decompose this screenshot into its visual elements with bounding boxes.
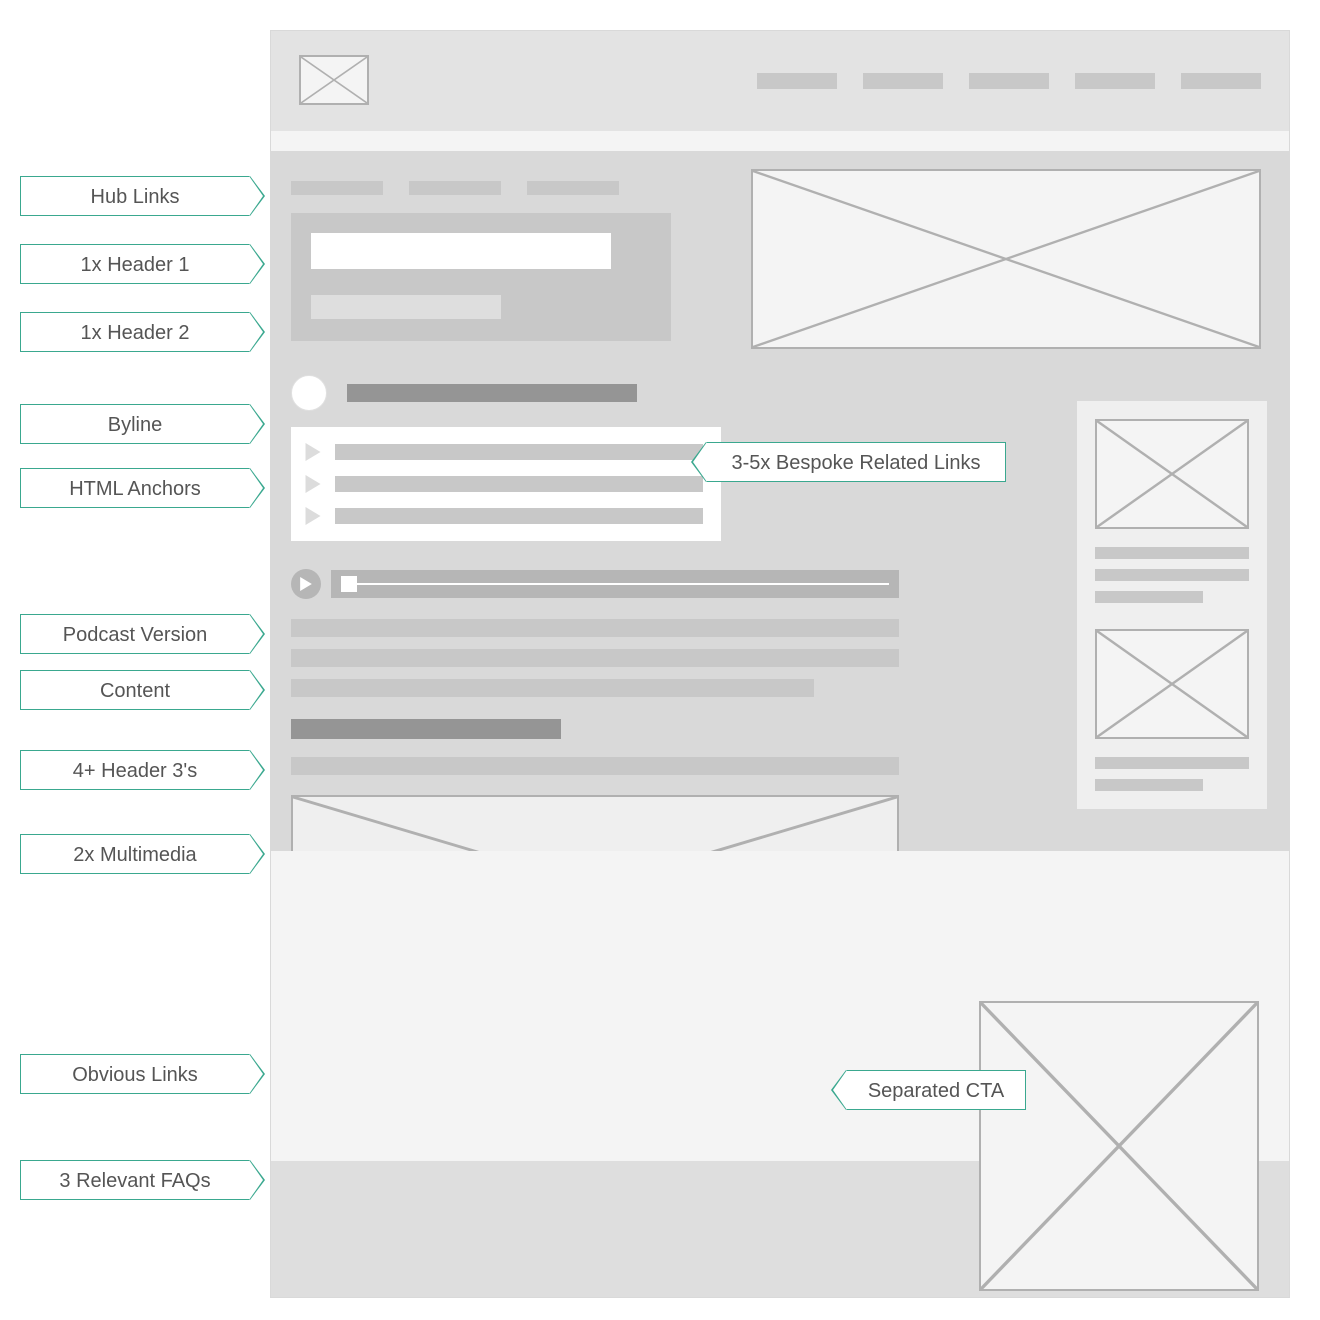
- header-3: [291, 719, 561, 739]
- topbar: [271, 31, 1289, 131]
- nav-item[interactable]: [969, 73, 1049, 89]
- content-line: [291, 619, 899, 637]
- nav-item[interactable]: [757, 73, 837, 89]
- byline-text: [347, 384, 637, 402]
- byline-row: [291, 375, 899, 411]
- anno-multimedia: 2x Multimedia: [20, 834, 250, 874]
- play-icon[interactable]: [291, 569, 321, 599]
- anno-html-anchors: HTML Anchors: [20, 468, 250, 508]
- header-1: [311, 233, 611, 269]
- anno-separated-cta: Separated CTA: [846, 1070, 1026, 1110]
- hub-link[interactable]: [527, 181, 619, 195]
- anno-bespoke-related: 3-5x Bespoke Related Links: [706, 442, 1006, 482]
- related-thumb[interactable]: [1095, 419, 1249, 529]
- chevron-right-icon: [305, 475, 321, 493]
- anchor-link[interactable]: [335, 476, 703, 492]
- headers-block: [291, 213, 671, 341]
- anno-obvious-links: Obvious Links: [20, 1054, 250, 1094]
- anno-byline: Byline: [20, 404, 250, 444]
- related-line: [1095, 779, 1203, 791]
- logo-placeholder: [299, 55, 369, 105]
- related-thumb[interactable]: [1095, 629, 1249, 739]
- chevron-right-icon: [305, 443, 321, 461]
- related-line: [1095, 569, 1249, 581]
- hub-link[interactable]: [409, 181, 501, 195]
- author-avatar: [291, 375, 327, 411]
- nav-item[interactable]: [863, 73, 943, 89]
- anno-header-3s: 4+ Header 3's: [20, 750, 250, 790]
- nav-item[interactable]: [1181, 73, 1261, 89]
- anno-podcast-version: Podcast Version: [20, 614, 250, 654]
- nav-item[interactable]: [1075, 73, 1155, 89]
- anno-content: Content: [20, 670, 250, 710]
- related-links-panel: [1077, 401, 1267, 809]
- anno-header-1: 1x Header 1: [20, 244, 250, 284]
- related-line: [1095, 757, 1249, 769]
- player-track[interactable]: [331, 570, 899, 598]
- anchor-link[interactable]: [335, 444, 703, 460]
- content-line: [291, 649, 899, 667]
- anchor-link[interactable]: [335, 508, 703, 524]
- related-line: [1095, 547, 1249, 559]
- podcast-player[interactable]: [291, 569, 899, 599]
- anno-faqs: 3 Relevant FAQs: [20, 1160, 250, 1200]
- content-line: [291, 757, 899, 775]
- anno-hub-links: Hub Links: [20, 176, 250, 216]
- anno-header-2: 1x Header 2: [20, 312, 250, 352]
- content-block: [291, 619, 899, 697]
- hub-link[interactable]: [291, 181, 383, 195]
- content-line: [291, 679, 814, 697]
- header-2: [311, 295, 501, 319]
- page-wireframe: [270, 30, 1290, 1298]
- anchors-panel: [291, 427, 721, 541]
- chevron-right-icon: [305, 507, 321, 525]
- cta-placeholder[interactable]: [979, 1001, 1259, 1291]
- related-line: [1095, 591, 1203, 603]
- hero-image-placeholder: [751, 169, 1261, 349]
